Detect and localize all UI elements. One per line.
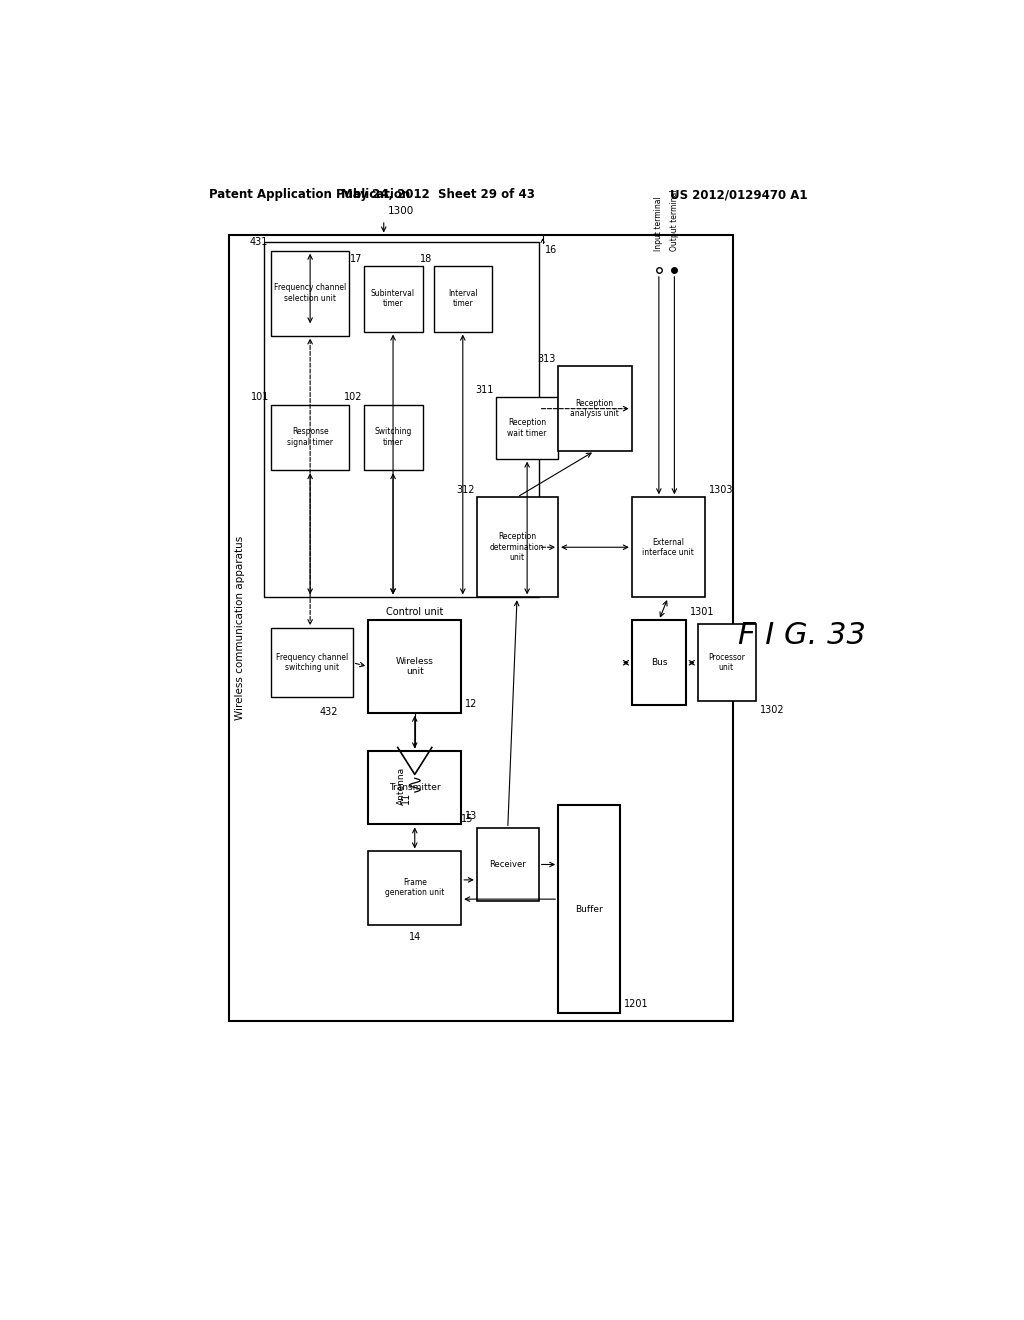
- Bar: [477, 829, 539, 902]
- Text: Frequency channel
selection unit: Frequency channel selection unit: [274, 284, 346, 302]
- Text: Output terminal: Output terminal: [670, 189, 679, 251]
- Bar: [369, 751, 461, 825]
- Text: 432: 432: [319, 706, 338, 717]
- Text: 16: 16: [545, 246, 557, 255]
- Text: Response
signal timer: Response signal timer: [287, 428, 333, 447]
- Bar: [697, 624, 756, 701]
- Text: 313: 313: [538, 354, 556, 364]
- Bar: [365, 405, 423, 470]
- Bar: [434, 267, 493, 331]
- Text: Patent Application Publication: Patent Application Publication: [209, 187, 411, 201]
- Text: 312: 312: [456, 484, 474, 495]
- Text: Reception
determination
unit: Reception determination unit: [489, 532, 545, 562]
- Text: Subinterval
timer: Subinterval timer: [371, 289, 415, 309]
- Text: 311: 311: [475, 385, 494, 395]
- Bar: [558, 367, 632, 451]
- Text: US 2012/0129470 A1: US 2012/0129470 A1: [671, 187, 808, 201]
- Text: Bus: Bus: [650, 659, 667, 667]
- Text: 1301: 1301: [690, 607, 715, 616]
- Bar: [271, 405, 349, 470]
- Bar: [271, 251, 349, 335]
- Text: 1300: 1300: [388, 206, 414, 216]
- Bar: [365, 267, 423, 331]
- Text: Reception
analysis unit: Reception analysis unit: [570, 399, 618, 418]
- Text: F I G. 33: F I G. 33: [738, 622, 866, 651]
- Bar: [496, 397, 558, 459]
- Text: 15: 15: [461, 814, 473, 825]
- Text: 1302: 1302: [760, 705, 784, 715]
- Bar: [369, 851, 461, 924]
- Text: 13: 13: [465, 810, 477, 821]
- Text: 431: 431: [249, 238, 267, 247]
- Text: Processor
unit: Processor unit: [708, 653, 744, 672]
- Text: Buffer: Buffer: [575, 904, 603, 913]
- Text: Interval
timer: Interval timer: [447, 289, 477, 309]
- Text: 1201: 1201: [624, 999, 648, 1010]
- Text: Frame
generation unit: Frame generation unit: [385, 878, 444, 898]
- Text: 11: 11: [400, 792, 411, 804]
- Text: 102: 102: [343, 392, 362, 403]
- Text: 101: 101: [251, 392, 269, 403]
- Bar: [369, 620, 461, 713]
- Text: Antenna: Antenna: [396, 767, 406, 805]
- Text: Wireless communication apparatus: Wireless communication apparatus: [234, 536, 245, 721]
- Text: 12: 12: [465, 700, 477, 709]
- Bar: [228, 235, 732, 1020]
- Text: Frequency channel
switching unit: Frequency channel switching unit: [275, 653, 348, 672]
- Bar: [632, 498, 706, 597]
- Text: 14: 14: [409, 932, 421, 942]
- Text: Input terminal: Input terminal: [654, 197, 664, 251]
- Bar: [558, 805, 621, 1014]
- Bar: [271, 628, 352, 697]
- Text: Receiver: Receiver: [489, 861, 526, 869]
- Text: Control unit: Control unit: [386, 607, 443, 616]
- Text: 17: 17: [349, 253, 362, 264]
- Text: 18: 18: [420, 253, 432, 264]
- Text: Reception
wait timer: Reception wait timer: [508, 418, 547, 438]
- Bar: [263, 242, 539, 598]
- Text: External
interface unit: External interface unit: [642, 537, 694, 557]
- Bar: [477, 498, 558, 597]
- Text: May 24, 2012  Sheet 29 of 43: May 24, 2012 Sheet 29 of 43: [341, 187, 535, 201]
- Text: Switching
timer: Switching timer: [375, 428, 412, 447]
- Text: Transmitter: Transmitter: [389, 783, 440, 792]
- Bar: [632, 620, 686, 705]
- Text: Wireless
unit: Wireless unit: [396, 657, 434, 676]
- Text: 1303: 1303: [710, 484, 734, 495]
